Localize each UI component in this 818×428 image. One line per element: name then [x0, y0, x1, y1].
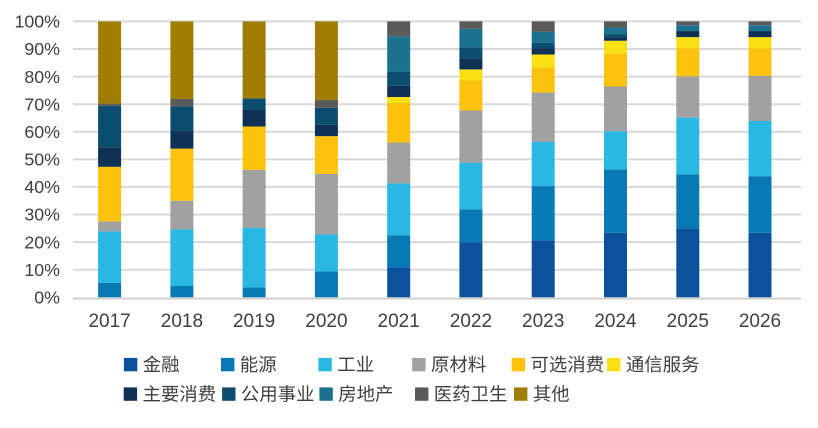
svg-text:30%: 30% — [24, 205, 60, 225]
svg-text:60%: 60% — [24, 122, 60, 142]
svg-text:70%: 70% — [24, 94, 60, 114]
svg-text:2024: 2024 — [594, 311, 637, 332]
svg-text:10%: 10% — [24, 260, 60, 280]
svg-text:100%: 100% — [15, 12, 61, 32]
svg-text:40%: 40% — [24, 177, 60, 197]
svg-text:2026: 2026 — [739, 311, 781, 332]
svg-text:20%: 20% — [24, 232, 60, 252]
svg-text:2020: 2020 — [305, 311, 347, 332]
svg-text:2022: 2022 — [450, 311, 492, 332]
svg-text:2025: 2025 — [667, 311, 709, 332]
svg-text:2018: 2018 — [161, 311, 203, 332]
svg-text:2019: 2019 — [233, 311, 275, 332]
svg-text:80%: 80% — [24, 67, 60, 87]
svg-text:90%: 90% — [24, 39, 60, 59]
svg-text:2023: 2023 — [522, 311, 564, 332]
svg-text:2017: 2017 — [88, 311, 130, 332]
svg-text:50%: 50% — [24, 150, 60, 170]
svg-text:2021: 2021 — [378, 311, 420, 332]
svg-text:0%: 0% — [34, 288, 60, 308]
